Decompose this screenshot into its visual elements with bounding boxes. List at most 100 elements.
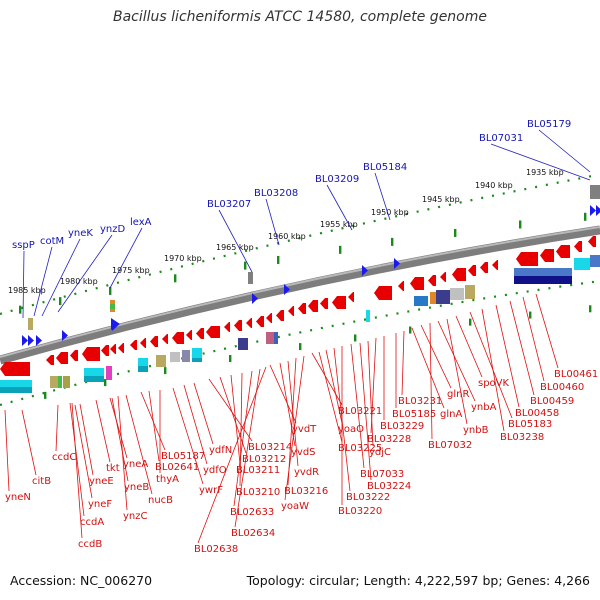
bottom-gene-label: yvdS — [291, 447, 316, 458]
bottom-callout-line — [455, 315, 483, 378]
bottom-gene-label: yneA — [123, 459, 148, 470]
feature-block — [465, 285, 475, 299]
reverse-gene-arrow — [440, 272, 446, 282]
reverse-gene-arrow — [162, 334, 168, 344]
bottom-callout-line — [193, 382, 214, 445]
bottom-gene-label: yvdT — [292, 424, 317, 435]
reverse-gene-arrow — [56, 352, 68, 364]
bottom-callout-line — [401, 330, 405, 396]
reverse-gene-arrow — [224, 322, 230, 332]
bottom-gene-label: BL07032 — [428, 440, 472, 451]
bottom-gene-label: ydjC — [369, 447, 391, 458]
feature-block — [274, 332, 278, 344]
genome-title: Bacillus licheniformis ATCC 14580, compl… — [113, 9, 487, 25]
feature-block — [110, 304, 115, 309]
top-callout-line — [326, 184, 353, 231]
bottom-gene-label: BL00461 — [554, 369, 598, 380]
reverse-gene-arrow — [206, 326, 220, 338]
genome-backbone — [0, 225, 600, 365]
reverse-gene-arrow — [398, 281, 404, 291]
bottom-gene-label: yvdR — [294, 467, 319, 478]
bottom-callout-line — [69, 402, 85, 517]
bottom-callout-line — [284, 355, 305, 501]
reverse-gene-arrow — [480, 262, 488, 273]
top-gene-label: BL05184 — [363, 162, 407, 173]
top-gene-label: BL07031 — [479, 133, 523, 144]
bottom-callout-line — [279, 362, 296, 447]
lower-major-tick — [469, 318, 472, 326]
lower-major-tick — [409, 326, 412, 334]
reverse-gene-arrow — [82, 347, 100, 361]
bottom-gene-label: BL03222 — [346, 492, 390, 503]
bottom-callout-line — [239, 372, 243, 487]
forward-gene-arrow — [111, 318, 120, 330]
reverse-gene-arrow — [288, 306, 294, 316]
bottom-gene-label: BL03228 — [367, 434, 411, 445]
bottom-gene-label: BL03229 — [380, 421, 424, 432]
top-gene-label: yneK — [68, 228, 93, 239]
reverse-gene-arrow — [276, 310, 284, 321]
feature-block — [0, 387, 32, 393]
bottom-gene-label: yneN — [5, 492, 31, 503]
top-callout-line — [490, 143, 591, 181]
feature-block — [84, 376, 104, 382]
top-callout-line — [374, 172, 391, 221]
bottom-callout-line — [219, 376, 247, 454]
forward-gene-arrow — [284, 284, 290, 295]
bottom-callout-line — [446, 318, 468, 425]
bottom-callout-line — [79, 403, 94, 476]
bottom-callout-line — [125, 394, 153, 495]
bottom-gene-label: BL07033 — [360, 469, 404, 480]
kbp-label: 1980 kbp — [60, 277, 98, 286]
bottom-gene-label: BL05183 — [508, 419, 552, 430]
bottom-gene-label: ccdC — [52, 452, 76, 463]
bottom-gene-label: BL03225 — [338, 443, 382, 454]
reverse-gene-arrow — [410, 277, 424, 290]
reverse-gene-arrow — [468, 265, 476, 276]
feature-block — [138, 358, 148, 366]
feature-block — [430, 292, 436, 304]
top-callout-line — [41, 238, 81, 317]
accession-text: Accession: NC_006270 — [10, 573, 153, 588]
bottom-gene-label: BL02641 — [155, 462, 199, 473]
top-callout-line — [57, 234, 113, 313]
top-gene-label: BL03209 — [315, 174, 359, 185]
reverse-gene-arrow — [196, 328, 204, 339]
major-tick — [584, 212, 587, 221]
kbp-label: 1950 kbp — [371, 208, 409, 217]
kbp-label: 1985 kbp — [8, 286, 46, 295]
bottom-gene-label: BL03224 — [367, 481, 411, 492]
major-tick — [59, 297, 62, 306]
bottom-callout-line — [535, 293, 559, 369]
forward-gene-arrow — [394, 258, 400, 269]
kbp-label: 1955 kbp — [320, 220, 358, 229]
reverse-gene-arrow — [266, 313, 272, 323]
reverse-gene-arrow — [110, 344, 116, 354]
top-gene-label: sspP — [12, 240, 35, 251]
bottom-callout-line — [420, 324, 452, 389]
bottom-callout-line — [111, 397, 129, 482]
feature-block — [58, 376, 62, 388]
bottom-gene-label: BL03212 — [242, 454, 286, 465]
forward-gene-arrow — [252, 293, 258, 304]
top-gene-label: cotM — [40, 236, 64, 247]
forward-gene-arrow — [362, 265, 368, 276]
bottom-callout-line — [183, 384, 208, 465]
feature-block — [366, 310, 370, 322]
forward-gene-arrow — [62, 330, 68, 341]
reverse-gene-arrow — [492, 260, 498, 270]
bottom-gene-label: ccdA — [80, 517, 104, 528]
bottom-gene-label: ywrF — [199, 485, 223, 496]
reverse-gene-arrow — [308, 300, 318, 312]
reverse-gene-arrow — [186, 330, 192, 340]
reverse-gene-group — [0, 236, 596, 376]
bottom-gene-label: ydfO — [203, 465, 227, 476]
feature-block — [248, 272, 253, 284]
bottom-gene-label: BL00458 — [515, 408, 559, 419]
kbp-label: 1965 kbp — [216, 243, 254, 252]
forward-gene-arrow — [36, 335, 42, 346]
bottom-callout-line — [287, 357, 297, 486]
bottom-gene-label: yneE — [89, 476, 114, 487]
lower-major-tick — [164, 367, 167, 375]
